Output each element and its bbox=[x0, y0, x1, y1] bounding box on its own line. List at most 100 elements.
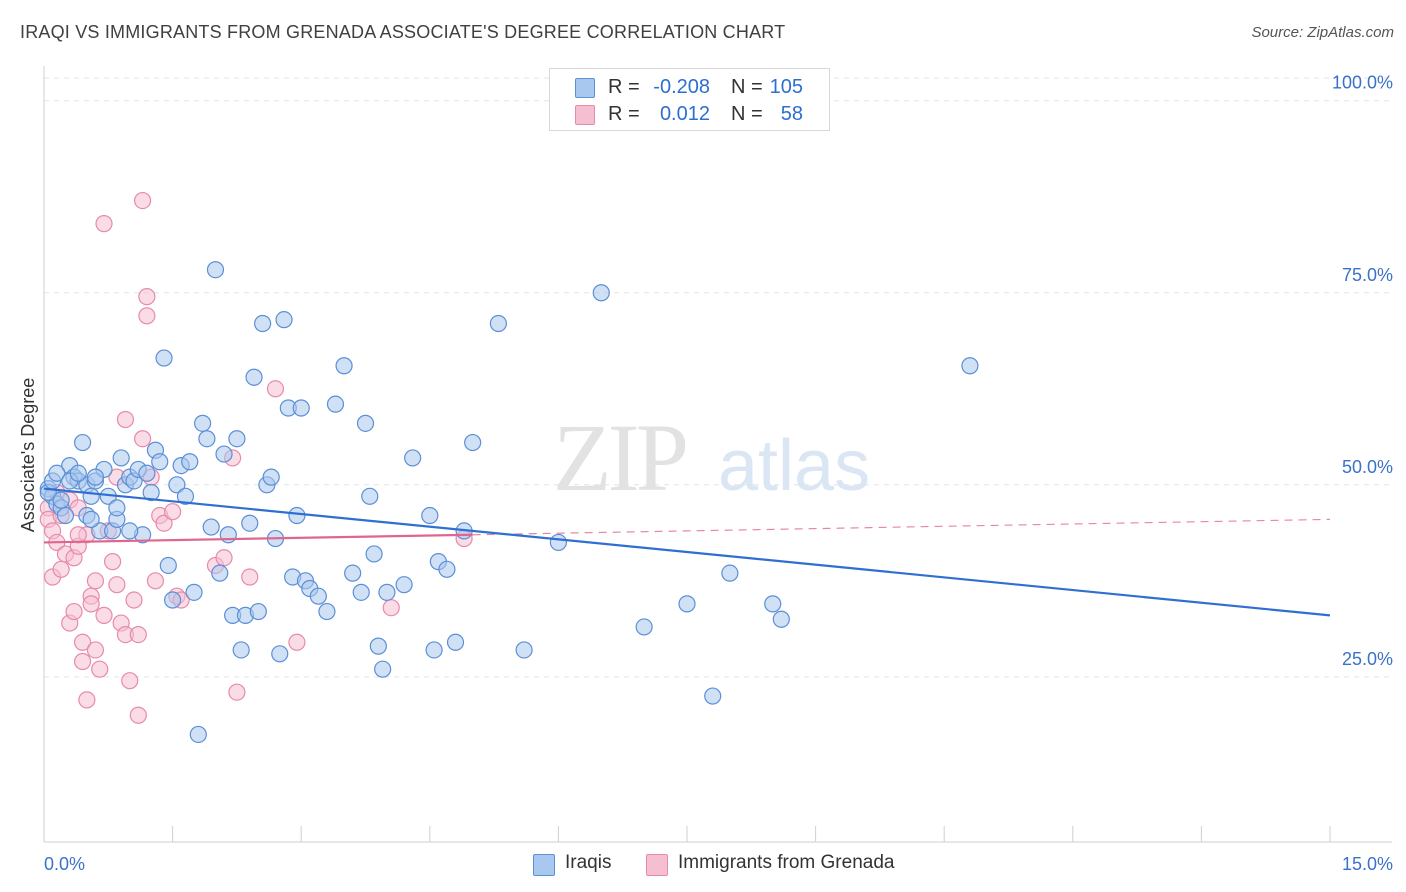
iraqi-point bbox=[318, 602, 336, 621]
grenada-point bbox=[129, 706, 147, 724]
iraqi-point bbox=[142, 483, 160, 502]
iraqi-point bbox=[215, 445, 233, 463]
r-label: R = bbox=[608, 103, 640, 125]
iraqi-point bbox=[121, 522, 139, 540]
iraqi-point bbox=[309, 587, 327, 605]
iraqi-point bbox=[262, 468, 280, 486]
trend-lines bbox=[43, 487, 1331, 617]
iraqi-point bbox=[772, 610, 790, 628]
iraqi-point bbox=[369, 637, 387, 655]
watermark-atlas: atlas bbox=[718, 426, 870, 506]
n-value-grenada: 58 bbox=[780, 103, 803, 125]
axes bbox=[43, 66, 1392, 843]
iraqis-legend-swatch bbox=[533, 854, 555, 876]
legend-row-iraqis: R = -0.208 N = 105 bbox=[550, 74, 829, 100]
grenada-point bbox=[228, 683, 246, 701]
r-value-iraqis: -0.208 bbox=[653, 76, 710, 98]
iraqi-point bbox=[249, 602, 267, 621]
grenada-point bbox=[78, 691, 96, 709]
iraqi-point bbox=[185, 583, 203, 601]
n-label: N = bbox=[731, 103, 763, 125]
iraqi-point bbox=[344, 564, 362, 582]
iraqi-point bbox=[138, 464, 156, 482]
y-tick-label: 50.0% bbox=[1342, 457, 1393, 477]
iraqi-point bbox=[168, 476, 186, 494]
iraqi-point bbox=[73, 433, 92, 452]
iraqi-point bbox=[241, 514, 259, 532]
iraqi-point bbox=[365, 545, 383, 563]
tick-labels: 25.0% 50.0% 75.0% 100.0% 0.0% 15.0% bbox=[44, 73, 1393, 874]
grenada-point bbox=[86, 572, 105, 590]
iraqi-point bbox=[549, 533, 568, 552]
y-axis-label: Associate's Degree bbox=[18, 378, 38, 533]
grenada-point bbox=[86, 641, 105, 659]
iraqi-point bbox=[678, 595, 696, 613]
iraqi-point bbox=[292, 399, 310, 417]
iraqi-point bbox=[108, 499, 126, 517]
grenada-point bbox=[146, 572, 165, 590]
grenada-swatch bbox=[575, 105, 595, 125]
iraqi-point bbox=[155, 349, 173, 367]
grenada-point bbox=[65, 602, 83, 621]
iraqi-point bbox=[489, 314, 507, 333]
grenada-trend-extension bbox=[472, 518, 1331, 536]
y-tick-label: 100.0% bbox=[1332, 73, 1393, 93]
iraqi-point bbox=[356, 414, 375, 432]
r-label: R = bbox=[608, 76, 640, 98]
iraqi-point bbox=[464, 433, 482, 452]
iraqi-point bbox=[515, 641, 533, 659]
iraqi-point bbox=[438, 560, 456, 578]
correlation-legend: R = -0.208 N = 105 R = 0.012 N = 58 bbox=[549, 68, 830, 131]
iraqi-point bbox=[69, 464, 87, 482]
grenada-point bbox=[82, 595, 100, 613]
iraqi-point bbox=[112, 449, 130, 467]
x-tick-label-min: 0.0% bbox=[44, 854, 85, 874]
iraqi-point bbox=[361, 487, 379, 505]
series-legend: Iraqis Immigrants from Grenada bbox=[0, 852, 1406, 878]
legend-label-iraqis: Iraqis bbox=[565, 852, 612, 873]
grenada-point bbox=[116, 410, 135, 429]
iraqi-point bbox=[52, 491, 70, 509]
iraqi-point bbox=[352, 583, 370, 601]
iraqi-point bbox=[275, 311, 293, 329]
iraqi-point bbox=[176, 487, 195, 505]
grenada-point bbox=[155, 514, 173, 532]
grenada-point bbox=[138, 288, 156, 306]
iraqi-point bbox=[202, 518, 220, 536]
iraqi-point bbox=[48, 464, 66, 482]
grenada-trend-line bbox=[43, 533, 473, 544]
iraqi-point bbox=[82, 510, 100, 528]
iraqi-point bbox=[721, 564, 739, 582]
grenada-point bbox=[95, 606, 113, 624]
iraqi-point bbox=[446, 633, 465, 651]
iraqi-point bbox=[635, 618, 653, 636]
iraqi-point bbox=[395, 576, 413, 594]
grenada-point bbox=[382, 599, 400, 617]
grenada-point bbox=[266, 380, 285, 398]
iraqi-point bbox=[764, 595, 782, 613]
iraqis-trend-line bbox=[43, 487, 1331, 617]
grenada-point bbox=[103, 553, 122, 571]
iraqi-point bbox=[326, 395, 345, 413]
watermark-zip: ZIP bbox=[553, 404, 686, 511]
n-value-iraqis: 105 bbox=[769, 76, 803, 98]
grenada-point bbox=[241, 568, 259, 586]
iraqi-point bbox=[704, 687, 722, 705]
iraqi-point bbox=[232, 641, 250, 659]
iraqi-point bbox=[592, 284, 610, 302]
iraqi-point bbox=[961, 357, 979, 375]
iraqis-swatch bbox=[575, 78, 595, 98]
legend-label-grenada: Immigrants from Grenada bbox=[678, 852, 895, 873]
iraqi-point bbox=[86, 468, 105, 486]
iraqi-point bbox=[159, 556, 177, 575]
iraqi-point bbox=[228, 430, 246, 448]
iraqi-point bbox=[254, 314, 272, 333]
iraqi-point bbox=[425, 641, 443, 659]
iraqi-point bbox=[288, 506, 306, 525]
iraqi-point bbox=[245, 368, 263, 386]
iraqi-point bbox=[56, 506, 75, 525]
iraqi-point bbox=[378, 583, 396, 601]
iraqi-point bbox=[194, 414, 212, 432]
iraqi-point bbox=[421, 506, 439, 525]
iraqi-point bbox=[198, 430, 216, 448]
